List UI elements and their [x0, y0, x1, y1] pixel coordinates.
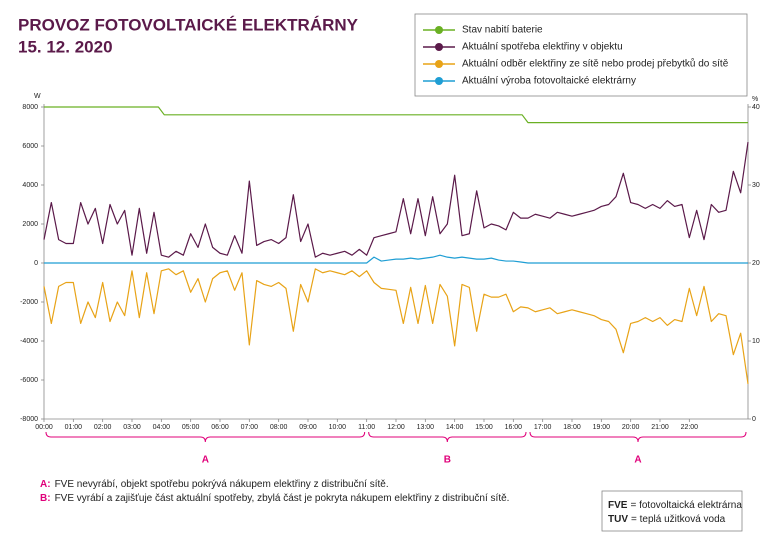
- y-tick-label: -6000: [20, 377, 38, 384]
- y2-axis-label: %: [752, 96, 758, 103]
- y-tick-label: 6000: [22, 143, 38, 150]
- x-tick-label: 03:00: [123, 424, 141, 431]
- legend-marker: [435, 43, 443, 51]
- x-tick-label: 22:00: [681, 424, 699, 431]
- bracket-label: A: [634, 455, 641, 466]
- x-tick-label: 18:00: [563, 424, 581, 431]
- glossary-entry: TUV = teplá užitková voda: [608, 514, 726, 525]
- legend-marker: [435, 26, 443, 34]
- y2-tick-label: 0: [752, 416, 756, 423]
- y-tick-label: -8000: [20, 416, 38, 423]
- x-tick-label: 16:00: [505, 424, 523, 431]
- x-tick-label: 15:00: [475, 424, 493, 431]
- bracket-label: B: [444, 455, 451, 466]
- series-line: [44, 106, 748, 124]
- glossary-key: TUV: [608, 514, 628, 525]
- y-tick-label: 4000: [22, 182, 38, 189]
- y-axis-label: W: [34, 93, 41, 100]
- x-tick-label: 04:00: [153, 424, 171, 431]
- y2-tick-label: 30: [752, 182, 760, 189]
- x-tick-label: 06:00: [211, 424, 229, 431]
- glossary-box: [601, 490, 743, 532]
- y-tick-label: 2000: [22, 221, 38, 228]
- x-tick-label: 07:00: [241, 424, 259, 431]
- x-tick-label: 00:00: [35, 424, 53, 431]
- chart-title: PROVOZ FOTOVOLTAICKÉ ELEKTRÁRNY: [18, 15, 359, 34]
- legend-box: [414, 13, 748, 97]
- x-tick-label: 10:00: [329, 424, 347, 431]
- y2-tick-label: 20: [752, 260, 760, 267]
- glossary-key: FVE: [608, 500, 628, 511]
- series-line: [44, 254, 748, 264]
- x-tick-label: 05:00: [182, 424, 200, 431]
- bracket: [368, 431, 527, 443]
- x-tick-label: 17:00: [534, 424, 552, 431]
- y-tick-label: -2000: [20, 299, 38, 306]
- bracket: [529, 431, 747, 443]
- y2-tick-label: 40: [752, 104, 760, 111]
- x-tick-label: 01:00: [65, 424, 83, 431]
- x-tick-label: 14:00: [446, 424, 464, 431]
- chart-subtitle: 15. 12. 2020: [18, 37, 113, 56]
- x-tick-label: 20:00: [622, 424, 640, 431]
- x-tick-label: 09:00: [299, 424, 317, 431]
- glossary-entry: FVE = fotovoltaická elektrárna: [608, 500, 742, 511]
- note: B: FVE vyrábí a zajišťuje část aktuální s…: [40, 493, 509, 504]
- note: A: FVE nevyrábí, objekt spotřebu pokrývá …: [40, 479, 389, 490]
- legend-marker: [435, 77, 443, 85]
- x-tick-label: 12:00: [387, 424, 405, 431]
- legend-label: Aktuální spotřeba elektřiny v objektu: [462, 42, 623, 53]
- x-tick-label: 21:00: [651, 424, 669, 431]
- legend-label: Aktuální výroba fotovoltaické elektrárny: [462, 76, 636, 87]
- note-text: FVE nevyrábí, objekt spotřebu pokrývá ná…: [55, 479, 389, 490]
- glossary-text: = fotovoltaická elektrárna: [630, 500, 742, 511]
- y-tick-label: 0: [34, 260, 38, 267]
- series-line: [43, 268, 749, 384]
- x-tick-label: 08:00: [270, 424, 288, 431]
- legend-marker: [435, 60, 443, 68]
- legend-label: Stav nabití baterie: [462, 25, 543, 36]
- x-tick-label: 13:00: [417, 424, 435, 431]
- legend-label: Aktuální odběr elektřiny ze sítě nebo pr…: [462, 58, 729, 70]
- note-key: A:: [40, 479, 51, 490]
- y2-tick-label: 10: [752, 338, 760, 345]
- x-tick-label: 11:00: [358, 424, 375, 431]
- y-tick-label: -4000: [20, 338, 38, 345]
- glossary-text: = teplá užitková voda: [631, 514, 726, 525]
- note-text: FVE vyrábí a zajišťuje část aktuální spo…: [55, 493, 510, 504]
- bracket: [45, 431, 366, 443]
- series-line: [43, 142, 749, 258]
- bracket-label: A: [202, 455, 209, 466]
- note-key: B:: [40, 493, 51, 504]
- x-tick-label: 19:00: [593, 424, 611, 431]
- x-tick-label: 02:00: [94, 424, 112, 431]
- y-tick-label: 8000: [22, 104, 38, 111]
